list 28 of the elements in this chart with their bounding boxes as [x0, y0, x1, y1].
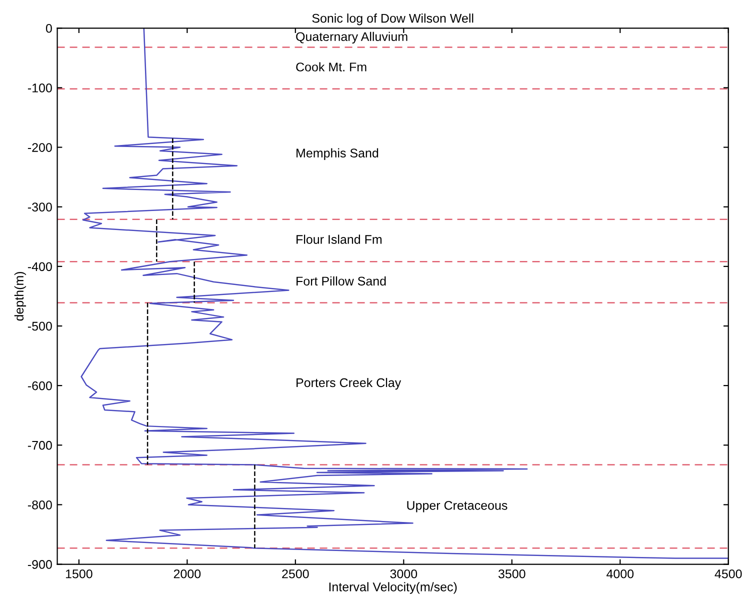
- y-tick-label: -800: [28, 500, 52, 510]
- x-tick-label: 2500: [282, 569, 309, 578]
- y-tick-label: -200: [28, 143, 52, 152]
- annotation: Cook Mt. Fm: [296, 62, 366, 72]
- annotation: Fort Pillow Sand: [296, 276, 386, 286]
- x-tick-label: 2000: [174, 569, 201, 578]
- y-tick-label: -400: [28, 262, 52, 272]
- annotation: Quaternary Alluvium: [296, 32, 408, 44]
- x-tick-label: 3500: [498, 569, 526, 578]
- line-series: [80, 28, 728, 559]
- y-tick-label: -700: [28, 440, 52, 450]
- y-tick-label: -100: [28, 84, 52, 92]
- x-axis-title: Interval Velocity(m/sec): [329, 582, 457, 594]
- annotation: Porters Creek Clay: [296, 378, 402, 390]
- annotation: Upper Cretaceous: [407, 500, 508, 512]
- annotation: Memphis Sand: [296, 148, 378, 160]
- x-tick-label: 3000: [390, 569, 418, 578]
- y-tick-label: 0: [46, 24, 52, 33]
- annotation: Flour Island Fm: [296, 234, 382, 244]
- y-tick-label: -300: [28, 202, 52, 212]
- y-tick-label: -500: [28, 322, 52, 331]
- chart-title: Sonic log of Dow Wilson Well: [312, 14, 474, 26]
- y-axis-title: depth(m): [14, 272, 26, 321]
- x-tick-label: 1500: [66, 569, 92, 578]
- y-tick-label: -900: [28, 560, 52, 569]
- y-tick-label: -600: [28, 381, 52, 390]
- x-tick-label: 4500: [714, 569, 742, 578]
- x-tick-label: 4000: [606, 569, 634, 578]
